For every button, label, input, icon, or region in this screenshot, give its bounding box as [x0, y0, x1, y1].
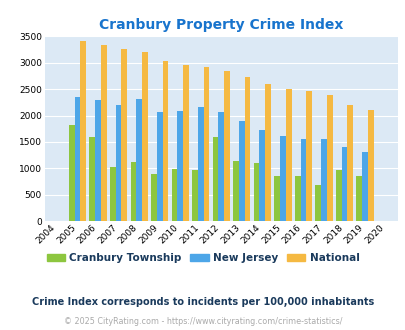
Bar: [238, 121, 244, 221]
Bar: [300, 139, 305, 221]
Bar: [315, 185, 320, 221]
Bar: [264, 84, 270, 221]
Bar: [89, 137, 95, 221]
Text: © 2025 CityRating.com - https://www.cityrating.com/crime-statistics/: © 2025 CityRating.com - https://www.city…: [64, 317, 341, 326]
Bar: [130, 162, 136, 221]
Bar: [121, 49, 127, 221]
Bar: [232, 161, 238, 221]
Bar: [192, 170, 197, 221]
Bar: [341, 147, 347, 221]
Bar: [326, 95, 332, 221]
Bar: [171, 169, 177, 221]
Bar: [75, 97, 80, 221]
Bar: [142, 52, 147, 221]
Bar: [110, 167, 115, 221]
Bar: [367, 110, 373, 221]
Bar: [274, 176, 279, 221]
Bar: [320, 139, 326, 221]
Bar: [136, 99, 142, 221]
Text: Crime Index corresponds to incidents per 100,000 inhabitants: Crime Index corresponds to incidents per…: [32, 297, 373, 307]
Bar: [156, 112, 162, 221]
Bar: [212, 137, 218, 221]
Bar: [356, 176, 361, 221]
Bar: [162, 61, 168, 221]
Bar: [101, 45, 107, 221]
Bar: [335, 170, 341, 221]
Bar: [224, 71, 229, 221]
Legend: Cranbury Township, New Jersey, National: Cranbury Township, New Jersey, National: [42, 249, 363, 267]
Bar: [151, 174, 156, 221]
Bar: [259, 130, 264, 221]
Bar: [253, 163, 259, 221]
Bar: [69, 125, 75, 221]
Bar: [80, 41, 86, 221]
Bar: [177, 111, 183, 221]
Bar: [197, 107, 203, 221]
Bar: [294, 176, 300, 221]
Bar: [361, 152, 367, 221]
Bar: [218, 112, 224, 221]
Bar: [95, 100, 101, 221]
Bar: [305, 91, 311, 221]
Title: Cranbury Property Crime Index: Cranbury Property Crime Index: [99, 18, 343, 32]
Bar: [279, 136, 285, 221]
Bar: [285, 89, 291, 221]
Bar: [203, 67, 209, 221]
Bar: [244, 78, 250, 221]
Bar: [115, 105, 121, 221]
Bar: [347, 105, 352, 221]
Bar: [183, 65, 188, 221]
